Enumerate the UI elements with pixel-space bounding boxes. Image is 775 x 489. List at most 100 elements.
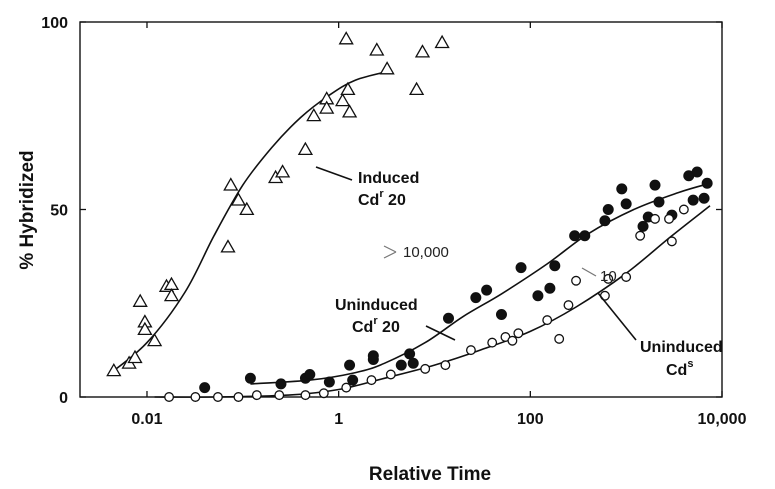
x-tick-label: 1 <box>334 411 343 428</box>
filled-circle-point <box>544 282 556 294</box>
triangle-point <box>306 107 322 122</box>
data-points <box>106 31 713 402</box>
open-circle-point <box>440 360 451 371</box>
filled-circle-point <box>304 369 316 380</box>
y-tick-label: 0 <box>59 390 68 407</box>
annotation-uninduced-cdr-leader <box>425 325 456 341</box>
open-circle-point <box>274 390 285 401</box>
triangle-point <box>132 293 148 307</box>
annotation-ratio-10000: 10,000 <box>383 244 449 261</box>
filled-circle-point <box>653 196 665 208</box>
open-circle-point <box>635 230 646 241</box>
filled-circle-point <box>637 220 649 232</box>
filled-circle-point <box>532 290 544 302</box>
filled-circle-point <box>620 198 632 210</box>
annotation-uninduced-cdr-line1: Uninduced <box>335 297 418 314</box>
annotation-ratio-10: 10 <box>581 267 617 285</box>
x-tick-label: 100 <box>517 411 544 428</box>
uninduced-cds-curve <box>154 205 711 398</box>
filled-circle-point <box>602 204 614 215</box>
y-axis-title: % Hybridized <box>17 150 38 269</box>
open-circle-point <box>571 275 582 286</box>
open-circle-point <box>563 300 574 311</box>
triangle-point <box>274 164 291 178</box>
filled-circle-point <box>404 348 416 360</box>
filled-circle-point <box>549 260 561 272</box>
axes: 0.01 1 100 10,000 0 50 100 <box>41 15 746 428</box>
open-circle-point <box>621 272 632 282</box>
annotation-uninduced-cds-line2: Cds <box>666 358 693 379</box>
open-circle-point <box>366 375 377 386</box>
open-circle-point <box>251 390 262 401</box>
open-circle-point <box>420 363 431 374</box>
filled-circle-point <box>481 284 493 296</box>
open-circle-point <box>465 345 476 356</box>
filled-circle-point <box>344 359 356 371</box>
filled-circle-point <box>691 166 703 178</box>
open-circle-point <box>542 315 553 326</box>
triangle-point <box>297 141 314 156</box>
triangle-point <box>341 104 358 118</box>
triangle-point <box>434 34 450 49</box>
open-circle-point <box>385 369 396 380</box>
triangle-point <box>334 92 351 107</box>
x-axis-title: Relative Time <box>369 464 491 485</box>
filled-circle-point <box>470 292 482 304</box>
filled-circle-point <box>244 372 256 384</box>
open-circle-point <box>318 388 329 399</box>
fitted-curves <box>108 70 711 398</box>
x-tick-label: 10,000 <box>698 411 747 428</box>
ratio-10000-leader-b <box>383 251 397 259</box>
open-circle-point <box>341 382 352 393</box>
annotation-uninduced-cds-line1: Uninduced <box>640 339 723 356</box>
ratio-10-label: 10 <box>600 268 617 285</box>
annotation-uninduced-cds-leader <box>597 292 637 341</box>
triangle-point <box>146 332 163 347</box>
ratio-10000-label: 10,000 <box>403 244 449 261</box>
open-circle-point <box>300 390 311 401</box>
filled-circle-point <box>649 179 661 191</box>
induced-curve <box>108 70 391 376</box>
triangle-point <box>230 192 247 206</box>
filled-circle-point <box>199 382 211 394</box>
ratio-10000-leader <box>383 245 397 253</box>
triangle-point <box>340 81 356 96</box>
filled-circle-point <box>275 378 287 390</box>
triangle-point <box>223 177 239 191</box>
filled-circle-point <box>569 230 581 242</box>
triangle-point <box>220 239 236 253</box>
plot-frame <box>79 21 723 398</box>
annotation-uninduced-cdr-line2: Cdr 20 <box>352 315 400 336</box>
open-circle-point <box>664 213 674 224</box>
filled-circle-point <box>698 192 710 204</box>
open-circle-point <box>164 392 175 402</box>
filled-circle-point <box>442 312 454 324</box>
triangle-point <box>338 31 354 45</box>
filled-circle-point <box>616 183 628 195</box>
annotation-induced-line2: Cdr 20 <box>358 188 406 209</box>
filled-circle-point <box>515 262 527 274</box>
filled-circle-point <box>701 177 713 189</box>
uninduced-cdr-curve <box>250 182 711 385</box>
triangle-point <box>319 100 335 114</box>
annotation-induced-leader <box>315 166 353 181</box>
y-tick-label: 100 <box>41 15 68 32</box>
open-circle-point <box>487 337 498 348</box>
open-circle-point <box>666 236 677 247</box>
x-tick-label: 0.01 <box>131 411 162 428</box>
triangle-point <box>414 44 431 58</box>
filled-circle-point <box>687 194 699 206</box>
filled-circle-point <box>395 359 407 371</box>
open-circle-point <box>190 392 201 402</box>
open-circle-point <box>678 204 689 215</box>
triangle-point <box>408 81 425 96</box>
filled-circle-point <box>367 350 379 362</box>
open-circle-point <box>233 392 244 402</box>
annotation-uninduced-cds: Uninduced Cds <box>597 292 723 379</box>
triangle-point <box>163 287 180 302</box>
open-circle-point <box>513 328 524 339</box>
filled-circle-point <box>407 357 419 369</box>
triangle-point <box>137 321 153 336</box>
filled-circle-point <box>323 376 335 388</box>
triangle-point <box>239 201 255 216</box>
